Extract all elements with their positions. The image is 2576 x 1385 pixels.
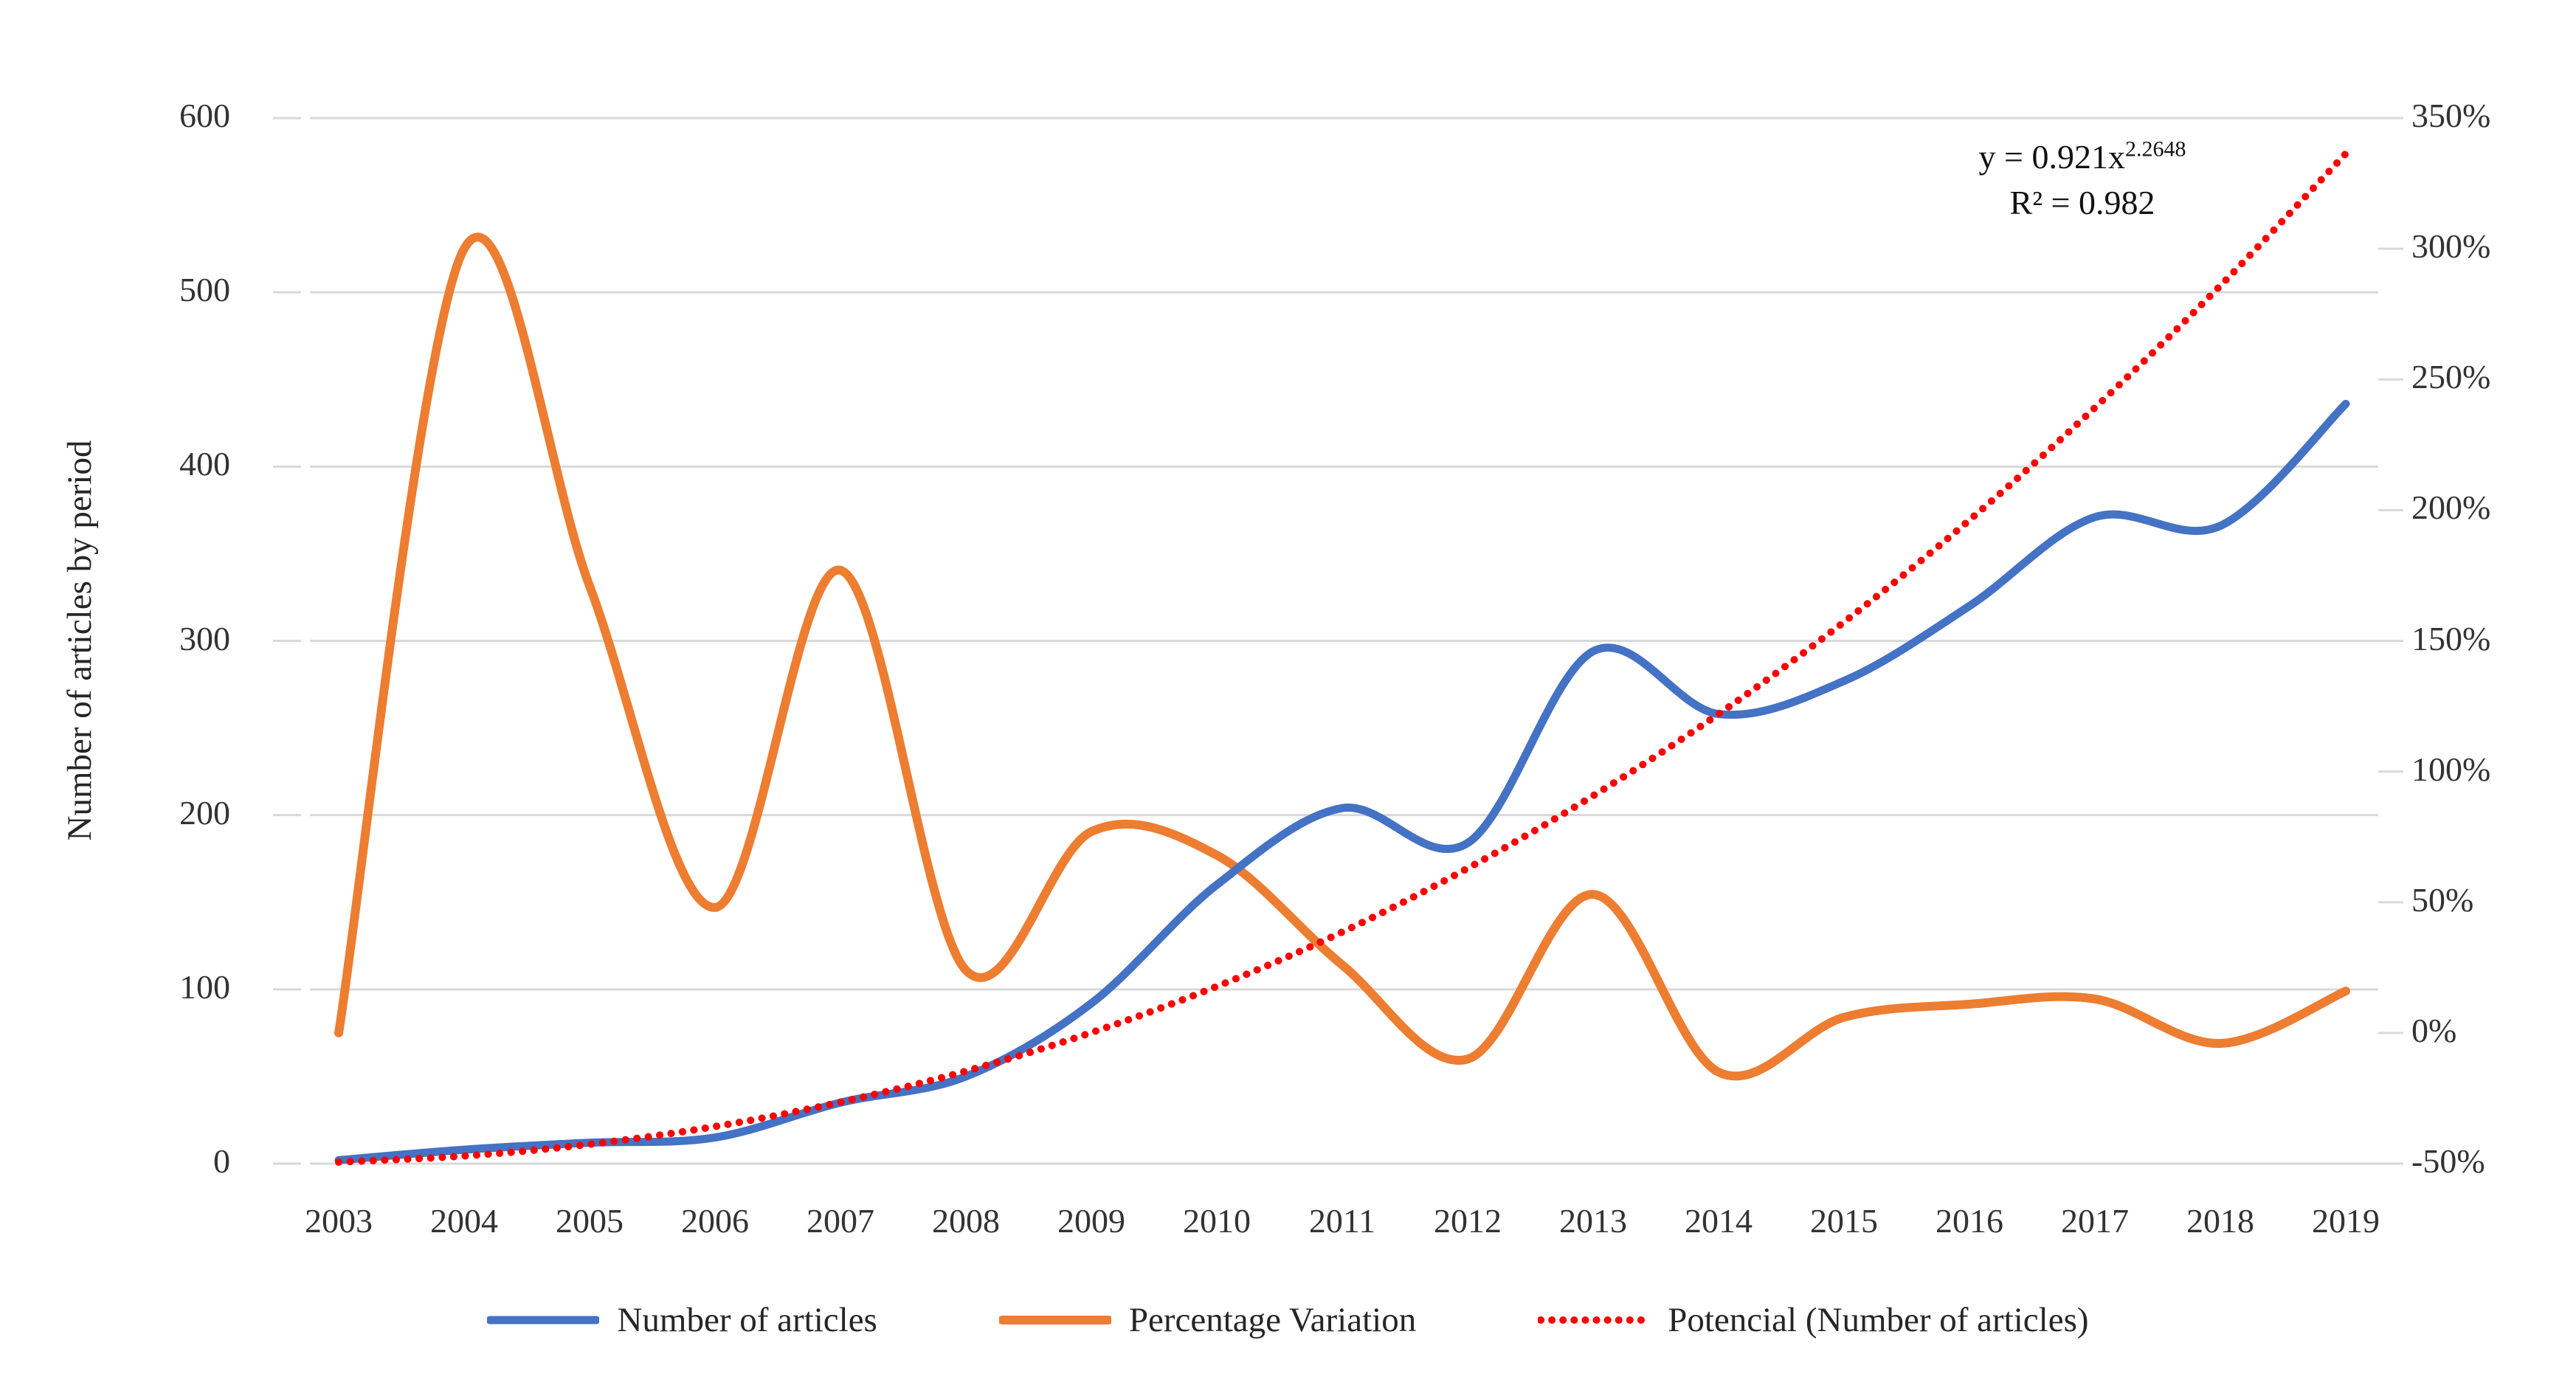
left-axis-tick-label: 500 xyxy=(179,271,230,309)
left-axis-tick-label: 200 xyxy=(179,793,230,832)
trendline-r2: R² = 0.982 xyxy=(2009,184,2155,221)
legend-label: Potencial (Number of articles) xyxy=(1668,1301,2089,1339)
blue-line-icon xyxy=(487,1316,600,1324)
legend-label: Number of articles xyxy=(617,1301,877,1339)
trendline-annotation: y = 0.921x2.2648 R² = 0.982 xyxy=(1979,134,2186,226)
x-axis-tick-label: 2006 xyxy=(681,1202,749,1240)
legend-label: Percentage Variation xyxy=(1128,1301,1417,1339)
number-of-articles-line xyxy=(334,399,2350,1164)
trendline-equation: y = 0.921x2.2648 xyxy=(1978,137,2186,176)
x-axis-tick-label: 2011 xyxy=(1308,1202,1376,1240)
x-axis-tick-label: 2004 xyxy=(430,1202,498,1240)
x-axis-tick-label: 2019 xyxy=(2312,1202,2380,1240)
left-axis-tick-label: 400 xyxy=(179,445,230,483)
x-axis-tick-label: 2018 xyxy=(2186,1202,2254,1240)
x-axis-tick-label: 2015 xyxy=(1810,1202,1878,1240)
percentage-variation-line xyxy=(334,232,2350,1081)
x-axis-tick-label: 2008 xyxy=(932,1202,1000,1240)
potencial-trendline xyxy=(335,150,2349,1166)
left-axis-tick-label: 300 xyxy=(179,619,230,657)
x-axis-tick-label: 2005 xyxy=(556,1202,624,1240)
x-axis-tick-label: 2003 xyxy=(305,1202,373,1240)
left-axis-tick-label: 100 xyxy=(179,967,230,1006)
right-axis-tick-label: -50% xyxy=(2411,1142,2485,1180)
right-axis-tick-label: 0% xyxy=(2411,1011,2457,1049)
legend-item-percentage-variation: Percentage Variation xyxy=(998,1300,1417,1340)
right-axis-tick-label: 100% xyxy=(2411,750,2491,788)
x-axis-tick-label: 2013 xyxy=(1559,1202,1627,1240)
legend-item-potencial: Potencial (Number of articles) xyxy=(1538,1300,2089,1340)
orange-line-icon xyxy=(998,1316,1111,1324)
x-axis-tick-label: 2007 xyxy=(807,1202,874,1240)
left-axis-tick-label: 0 xyxy=(213,1142,230,1180)
left-axis-tick-label: 600 xyxy=(179,97,230,134)
legend: Number of articles Percentage Variation … xyxy=(0,1300,2576,1340)
right-axis-tick-label: 200% xyxy=(2411,488,2491,527)
right-axis-tick-label: 300% xyxy=(2411,227,2491,266)
red-dotted-line-icon xyxy=(1538,1316,1651,1324)
x-axis-tick-label: 2017 xyxy=(2061,1202,2129,1240)
x-axis-tick-label: 2016 xyxy=(1936,1202,2003,1240)
x-axis-tick-label: 2010 xyxy=(1183,1202,1251,1240)
x-axis-tick-label: 2012 xyxy=(1434,1202,1502,1240)
right-axis-tick-label: 350% xyxy=(2411,97,2491,134)
right-axis-tick-label: 50% xyxy=(2411,880,2474,919)
x-axis-tick-label: 2014 xyxy=(1685,1202,1753,1240)
x-axis-tick-label: 2009 xyxy=(1057,1202,1125,1240)
legend-item-number-of-articles: Number of articles xyxy=(487,1300,877,1340)
right-axis-tick-label: 150% xyxy=(2411,619,2491,657)
right-axis-tick-label: 250% xyxy=(2411,358,2491,396)
